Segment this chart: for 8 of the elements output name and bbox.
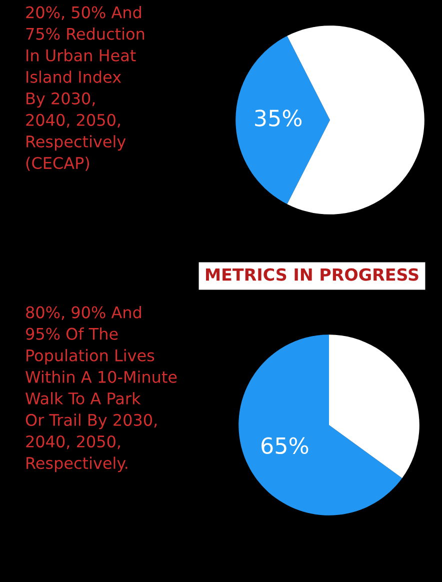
pie-slice — [236, 36, 330, 204]
text: 80%, 90% And 95% Of The Population Lives Within A 10-Minute Walk To A Park Or Trail By 2030, 2040, 2050, Respectively. — [26, 306, 177, 472]
pie-slice — [329, 334, 420, 478]
data-label: 35% — [255, 110, 302, 126]
text: 20%, 50% And 75% Reduction In Urban Heat Island Index By 2030, 2040, 2050, Respectively (CECAP) — [26, 6, 144, 171]
pie-slice — [238, 334, 402, 516]
text: METRICS IN PROGRESS — [206, 268, 418, 281]
data-label: 65% — [262, 437, 308, 454]
